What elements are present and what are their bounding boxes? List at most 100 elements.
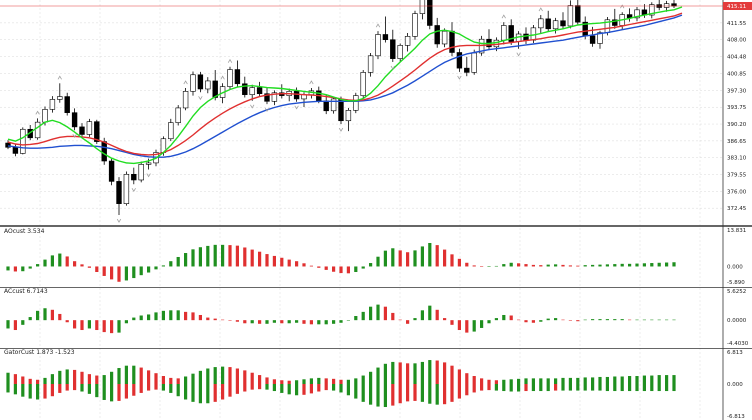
ac2-bar xyxy=(176,310,180,321)
fractal-down-arrow xyxy=(264,107,270,112)
gator-bar-lower xyxy=(80,384,84,392)
gator-bar-upper xyxy=(361,375,365,384)
ac1-bar xyxy=(258,251,262,267)
gator-bar-upper xyxy=(73,369,77,384)
gator-bar-upper xyxy=(117,368,121,384)
ac1-bar xyxy=(21,266,25,272)
ac1-bar xyxy=(221,244,225,267)
price-tick-label: 379.55 xyxy=(727,173,747,179)
gator-bar-lower xyxy=(87,384,91,394)
price-grid xyxy=(0,0,723,420)
gator-bar-upper xyxy=(376,367,380,384)
ac2-bar xyxy=(554,318,558,321)
gator-bar-lower xyxy=(642,384,646,392)
gator-bar-lower xyxy=(531,384,535,392)
ac2-bar xyxy=(302,320,306,324)
ac2-bar xyxy=(80,320,84,331)
gator-bar-lower xyxy=(110,384,114,402)
gator-bar-upper xyxy=(50,374,54,384)
candle-body xyxy=(464,67,470,73)
ac1-bar xyxy=(154,266,158,270)
gator-bar-lower xyxy=(443,384,447,405)
ac1-bar xyxy=(420,246,424,267)
candle-body xyxy=(671,3,677,7)
candle-body xyxy=(123,173,130,204)
gator-bar-lower xyxy=(576,384,580,391)
ac1-bar xyxy=(354,266,358,273)
candle-body xyxy=(589,35,596,44)
ac1-bar xyxy=(235,245,239,267)
gator-bar-upper xyxy=(243,370,247,384)
ac1-bar xyxy=(317,266,321,268)
gator-bar-upper xyxy=(169,377,173,384)
gator-bar-upper xyxy=(509,379,513,384)
price-tick-label: 411.55 xyxy=(727,21,747,27)
ac2-bar xyxy=(628,319,632,321)
fractal-up-arrow xyxy=(538,7,543,12)
gator-bar-upper xyxy=(605,376,609,384)
ac1-bar xyxy=(406,252,410,267)
gator-bar-lower xyxy=(124,384,128,399)
ac1-bar xyxy=(472,265,476,267)
gator-bar-upper xyxy=(65,369,69,384)
gator-bar-upper xyxy=(265,377,269,384)
ac2-bar xyxy=(65,320,69,323)
ac1-bar xyxy=(36,264,40,267)
gator-bar-upper xyxy=(13,374,17,384)
candle-body xyxy=(575,5,581,23)
ac1-bar xyxy=(346,266,350,274)
ac1-bar xyxy=(361,266,365,269)
ac1-bar xyxy=(413,250,417,267)
candle-body xyxy=(101,141,107,162)
gator-bar-upper xyxy=(228,367,232,384)
gator-bar-upper xyxy=(132,365,136,384)
ac2-bar xyxy=(161,310,165,321)
ac2-bar xyxy=(531,320,535,323)
ac2-bar xyxy=(420,310,424,321)
gator-bar-lower xyxy=(117,384,121,401)
ac2-bar xyxy=(472,320,476,332)
gator-bar-lower xyxy=(354,384,358,399)
candle-body xyxy=(145,162,152,165)
candle-body xyxy=(20,128,26,154)
gator-bar-lower xyxy=(502,384,506,392)
gator-bar-upper xyxy=(28,378,32,384)
ac1-bar xyxy=(272,255,276,267)
gator-bar-lower xyxy=(561,384,565,391)
price-tick-label: 408.00 xyxy=(727,38,747,44)
ac1-bar xyxy=(287,259,291,267)
gator-bar-upper xyxy=(250,372,254,384)
ac2-bar xyxy=(206,317,210,321)
ac1-bar xyxy=(502,264,506,267)
fractal-down-arrow xyxy=(131,188,136,193)
candle-body xyxy=(338,98,344,122)
ac1-bar xyxy=(628,263,632,267)
fractal-down-arrow xyxy=(72,134,77,138)
gator-bar-upper xyxy=(494,380,498,384)
gator-bar-upper xyxy=(657,375,661,384)
candle-body xyxy=(234,69,241,85)
ac2-bar xyxy=(457,320,461,331)
gator-bar-lower xyxy=(161,384,165,391)
ac1-bar xyxy=(546,264,550,267)
moving-averages xyxy=(7,6,683,165)
gator-bar-lower xyxy=(524,384,528,392)
gator-bar-lower xyxy=(43,384,47,399)
ac2-bar xyxy=(102,320,106,333)
ac2-bar xyxy=(672,319,676,321)
candle-body xyxy=(79,126,85,135)
gator-bar-lower xyxy=(591,384,595,391)
ac2-bar xyxy=(517,319,521,321)
gator-bar-upper xyxy=(435,360,439,384)
gator-bar-upper xyxy=(110,371,114,384)
gator-bar-lower xyxy=(369,384,373,405)
gator-bar-upper xyxy=(413,363,417,384)
candle-body xyxy=(441,30,448,45)
gator-bar-lower xyxy=(457,384,461,399)
fractal-down-arrow xyxy=(457,75,462,80)
ac2-bar xyxy=(524,320,528,323)
gator-bar-upper xyxy=(309,378,313,384)
ac1-bar xyxy=(494,265,498,267)
pane-tick-label: 0.000 xyxy=(727,382,743,388)
